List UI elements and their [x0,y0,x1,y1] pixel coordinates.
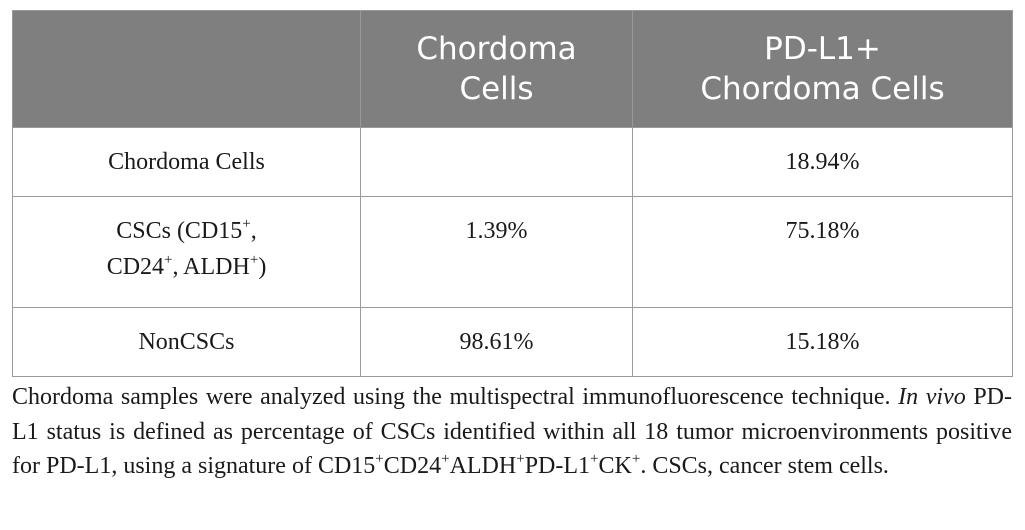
cell-noncscs-pdl1-value: 15.18% [632,307,1013,377]
row-label-cscs: CSCs (CD15+, CD24+, ALDH+) [12,196,361,308]
footnote-text: PD-L1 [524,453,591,479]
footnote-text: CK [598,453,632,479]
table-row: Chordoma Cells 18.94% [12,127,1013,197]
cell-cscs-pdl1-value: 75.18% [632,196,1013,308]
header-empty-cell [12,10,361,128]
header-pdl1-chordoma-cells: PD-L1+ Chordoma Cells [632,10,1013,128]
footnote-text: PD-L1 status is defined as percentage of… [12,384,1013,479]
superscript: + [375,451,384,467]
label-text: , [250,218,257,244]
cell-cscs-chordoma-value: 1.39% [360,196,633,308]
superscript: + [590,451,599,467]
superscript: + [249,252,259,268]
footnote-text: ALDH [449,453,517,479]
row-label-cscs-line2: CD24+, ALDH+) [23,249,350,285]
row-label-cscs-line1: CSCs (CD15+, [23,213,350,249]
superscript: + [441,451,450,467]
header-chordoma-cells: Chordoma Cells [360,10,633,128]
table-body: Chordoma Cells 18.94% CSCs (CD15+, CD24+… [12,127,1013,377]
label-text: CD24 [106,254,165,280]
label-text: , ALDH [172,254,250,280]
footnote-text: CD24 [383,453,442,479]
cell-chordoma-cells-value [360,127,633,197]
label-text: CSCs (CD15 [116,218,243,244]
superscript: + [164,252,173,268]
table-row: NonCSCs 98.61% 15.18% [12,307,1013,377]
label-text: ) [258,254,267,280]
superscript: + [242,216,251,232]
footnote-text: Chordoma samples were analyzed using the… [12,384,899,410]
data-table: Chordoma Cells PD-L1+ Chordoma Cells Cho… [12,10,1013,377]
table-row: CSCs (CD15+, CD24+, ALDH+) 1.39% 75.18% [12,196,1013,308]
cell-pdl1-chordoma-cells-value: 18.94% [632,127,1013,197]
superscript: + [631,451,641,467]
header-row: Chordoma Cells PD-L1+ Chordoma Cells [12,10,1013,128]
row-label-noncscs: NonCSCs [12,307,361,377]
footnote-text: . CSCs, cancer stem cells. [640,453,889,479]
footnote-italic: In vivo [898,384,966,410]
header-chordoma-line2: Cells [459,71,534,107]
cell-noncscs-chordoma-value: 98.61% [360,307,633,377]
header-chordoma-line1: Chordoma [416,31,577,67]
table-footnote: Chordoma samples were analyzed using the… [12,380,1012,484]
header-pdl1-line1: PD-L1+ [764,31,881,67]
table-header: Chordoma Cells PD-L1+ Chordoma Cells [12,10,1013,128]
header-pdl1-line2: Chordoma Cells [700,71,945,107]
superscript: + [516,451,525,467]
row-label-chordoma-cells: Chordoma Cells [12,127,361,197]
